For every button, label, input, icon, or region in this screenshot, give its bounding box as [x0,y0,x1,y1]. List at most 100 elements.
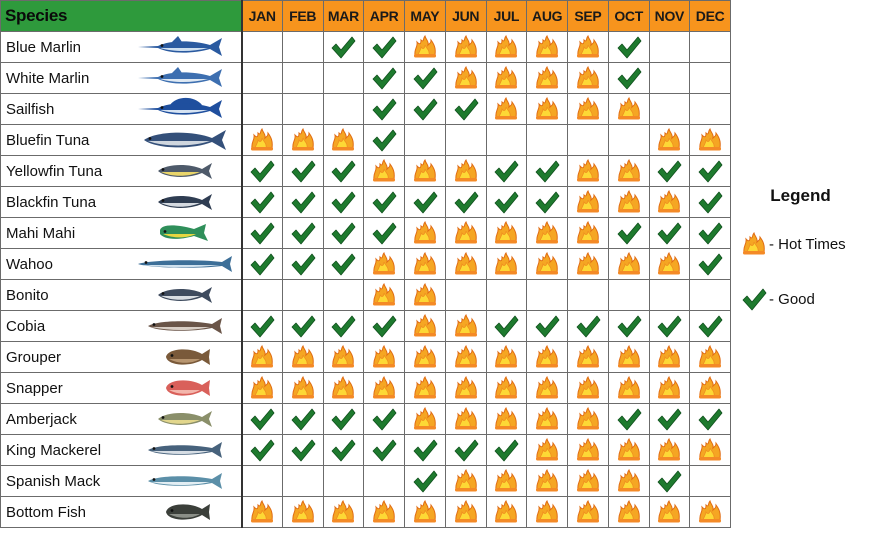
month-cell [363,217,406,249]
month-cell [363,341,406,373]
month-cell [241,186,283,218]
month-cell [526,93,569,125]
month-cell [444,31,487,63]
month-cell [404,248,446,280]
bottom-fish-icon [130,496,243,528]
month-cell [567,279,609,311]
month-cell [322,465,365,497]
hot-times-icon [697,128,723,152]
month-cell [363,372,406,404]
hot-times-icon [412,252,438,276]
good-checkmark-icon [656,159,682,183]
month-cell [322,279,365,311]
good-checkmark-icon [371,97,397,121]
month-cell [567,186,609,218]
month-cell [241,31,283,63]
good-checkmark-icon [330,252,356,276]
species-row: Blackfin Tuna [0,186,732,218]
hot-times-icon [493,221,519,245]
month-cell [648,403,691,435]
hot-times-icon [616,438,642,462]
month-cell [485,496,528,528]
good-checkmark-icon [453,438,479,462]
hot-times-icon [697,438,723,462]
good-checkmark-icon [493,190,519,214]
month-cell [363,465,406,497]
month-cell [241,372,283,404]
good-checkmark-icon [697,407,723,431]
good-checkmark-icon [330,314,356,338]
amberjack-icon [130,403,243,435]
month-cell [322,155,365,187]
hot-times-icon [575,407,601,431]
month-cell [689,62,732,94]
good-checkmark-icon [741,287,767,311]
hot-times-icon [575,97,601,121]
month-cell [526,248,569,280]
month-cell [281,155,324,187]
good-checkmark-icon [616,35,642,59]
month-cell [567,62,609,94]
month-cell [526,496,569,528]
month-cell [444,93,487,125]
hot-times-icon [616,345,642,369]
species-name: Bottom Fish [0,496,131,528]
month-cell [444,496,487,528]
good-checkmark-icon [330,159,356,183]
month-cell [241,341,283,373]
month-cell [648,310,691,342]
hot-times-icon [412,376,438,400]
species-row: Bonito [0,279,732,311]
good-checkmark-icon [493,438,519,462]
month-cell [281,372,324,404]
species-name: Blue Marlin [0,31,131,63]
hot-times-icon [697,376,723,400]
month-cell [485,248,528,280]
species-row: Snapper [0,372,732,404]
hot-times-icon [453,159,479,183]
white-marlin-icon [130,62,243,94]
month-cell [404,155,446,187]
hot-times-icon [371,252,397,276]
month-cell [567,248,609,280]
snapper-icon [130,372,243,404]
month-cell [404,434,446,466]
month-cell [241,310,283,342]
species-row: Sailfish [0,93,732,125]
month-cell [689,217,732,249]
hot-times-icon [453,221,479,245]
hot-times-icon [575,469,601,493]
month-cell [363,124,406,156]
legend-good-row: - Good [741,283,815,315]
month-cell [485,124,528,156]
hot-times-icon [616,190,642,214]
hot-times-icon [412,221,438,245]
hot-times-icon [371,159,397,183]
species-name: Spanish Mack [0,465,131,497]
month-cell [363,496,406,528]
hot-times-icon [616,500,642,524]
hot-times-icon [575,35,601,59]
month-cell [607,248,650,280]
fishing-calendar-chart: Species JAN FEB MAR APR MAY JUN JUL AUG SEP OCT NO… [0,0,732,528]
month-cell [567,341,609,373]
good-checkmark-icon [616,407,642,431]
hot-times-icon [453,35,479,59]
month-cell [241,403,283,435]
month-cell [444,186,487,218]
hot-times-icon [534,35,560,59]
month-cell [322,186,365,218]
species-name: Blackfin Tuna [0,186,131,218]
hot-times-icon [290,128,316,152]
hot-times-icon [534,500,560,524]
month-cell [485,279,528,311]
species-row: White Marlin [0,62,732,94]
month-cell [689,279,732,311]
species-row: Grouper [0,341,732,373]
species-name: King Mackerel [0,434,131,466]
month-cell [526,465,569,497]
hot-times-icon [656,438,682,462]
good-checkmark-icon [534,190,560,214]
good-checkmark-icon [330,190,356,214]
month-cell [363,310,406,342]
